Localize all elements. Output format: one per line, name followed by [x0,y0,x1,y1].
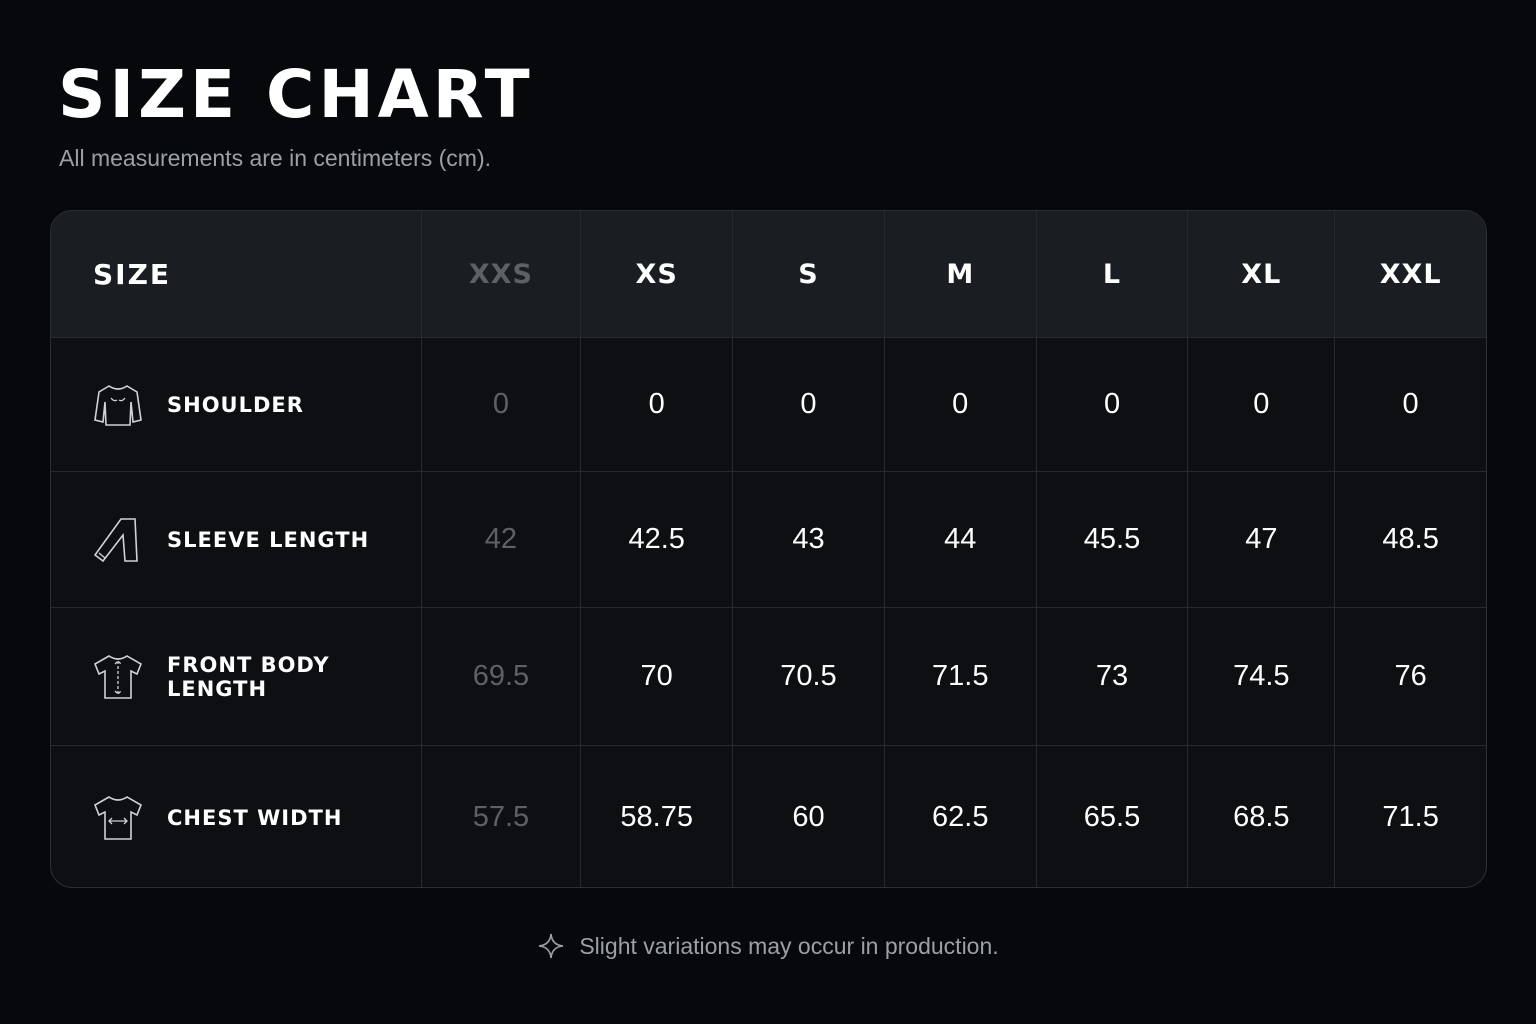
row-label: FRONT BODY LENGTH [167,652,330,701]
measure-value: 60 [732,746,884,887]
row-label-cell: SLEEVE LENGTH [51,472,421,607]
measure-value: 65.5 [1035,746,1188,887]
size-table: SIZE XXS XS S M L XL XXL SHOULDER 0 0 0 0 0 0 0 SLEEVE L… [50,210,1487,888]
measure-value: 43 [732,472,884,607]
size-header: L [1035,211,1188,337]
size-header: XXL [1334,211,1486,337]
measure-row: SHOULDER 0 0 0 0 0 0 0 [51,337,1486,471]
header-row: SIZE XXS XS S M L XL XXL [51,211,1486,337]
row-label: CHEST WIDTH [167,805,343,830]
measure-value: 0 [732,338,884,471]
measure-value: 70.5 [732,608,884,745]
garment-icon [93,517,138,562]
measure-value: 68.5 [1187,746,1334,887]
size-header: M [883,211,1036,337]
measure-value: 47 [1187,472,1334,607]
measure-value: 48.5 [1334,472,1486,607]
measure-value: 74.5 [1187,608,1334,745]
measure-value: 62.5 [883,746,1036,887]
garment-icon [93,795,143,840]
garment-icon [93,654,143,699]
row-label: SHOULDER [167,392,304,417]
measure-value: 0 [580,338,732,471]
footer: Slight variations may occur in productio… [0,932,1536,960]
sparkle-icon [539,933,564,959]
measure-value: 70 [580,608,732,745]
measure-value: 42 [420,472,581,607]
subtitle: All measurements are in centimeters (cm)… [59,145,492,171]
measure-value: 58.75 [580,746,732,887]
measure-value: 0 [420,338,581,471]
measure-value: 42.5 [580,472,732,607]
size-header: XL [1187,211,1334,337]
measure-value: 71.5 [883,608,1036,745]
title: SIZE CHART [58,56,534,133]
measure-value: 44 [883,472,1036,607]
measure-value: 0 [883,338,1036,471]
size-header: S [732,211,884,337]
row-label: SLEEVE LENGTH [167,527,370,552]
measure-value: 45.5 [1035,472,1188,607]
measure-value: 71.5 [1334,746,1486,887]
row-label-cell: CHEST WIDTH [51,746,421,887]
corner-label: SIZE [93,257,172,291]
measure-row: FRONT BODY LENGTH 69.5 70 70.5 71.5 73 74.5 76 [51,607,1486,745]
size-header: XS [580,211,732,337]
measure-row: CHEST WIDTH 57.5 58.75 60 62.5 65.5 68.5 71.5 [51,745,1486,887]
measure-value: 0 [1187,338,1334,471]
measure-value: 76 [1334,608,1486,745]
measure-value: 69.5 [420,608,581,745]
measure-value: 0 [1035,338,1188,471]
footer-note: Slight variations may occur in productio… [579,933,999,959]
measure-value: 57.5 [420,746,581,887]
measure-value: 0 [1334,338,1486,471]
row-label-cell: SHOULDER [51,338,421,471]
size-header: XXS [420,211,581,337]
measure-value: 73 [1035,608,1188,745]
row-label-cell: FRONT BODY LENGTH [51,608,421,745]
garment-icon [94,384,142,426]
measure-row: SLEEVE LENGTH 42 42.5 43 44 45.5 47 48.5 [51,471,1486,607]
